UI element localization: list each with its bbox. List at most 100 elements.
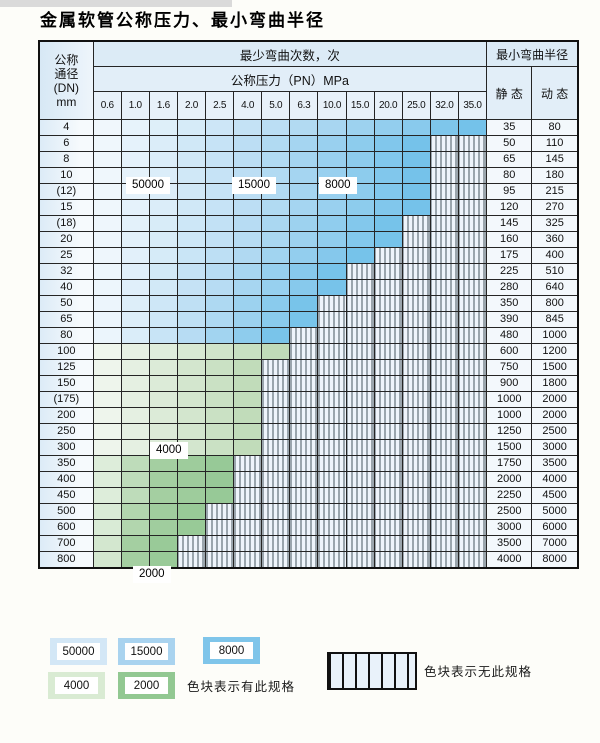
no-spec-cell [205,519,235,536]
no-spec-cell [429,295,459,312]
cycle-cell [289,263,319,280]
cycle-cell [261,119,291,136]
dynamic-radius-cell: 325 [531,215,579,232]
no-spec-cell [401,407,431,424]
pn-value-header: 20.0 [373,91,403,120]
no-spec-cell [429,391,459,408]
no-spec-cell [429,551,459,569]
cycle-cell [317,151,347,168]
cycle-cell [205,151,235,168]
dn-cell: 25 [38,247,94,264]
no-spec-cell [457,359,488,376]
page-title: 金属软管公称压力、最小弯曲半径 [40,11,325,31]
cycle-cell [120,279,150,296]
dynamic-radius-cell: 1000 [531,327,579,344]
cycle-cell [205,439,235,456]
cycle-cell [148,359,178,376]
cycle-cell [289,151,319,168]
legend-swatch-label: 4000 [55,677,98,694]
static-radius-cell: 2250 [486,487,533,504]
cycle-cell [92,487,122,504]
dynamic-radius-cell: 80 [531,119,579,136]
cycle-cell [205,199,235,216]
no-spec-cell [429,487,459,504]
cycle-cell [148,119,178,136]
cycle-cell [261,327,291,344]
pn-value-header: 32.0 [429,91,459,120]
no-spec-cell [345,359,375,376]
dn-cell: 400 [38,471,94,488]
no-spec-cell [317,471,347,488]
no-spec-cell [457,487,488,504]
no-spec-cell [373,535,403,552]
no-spec-cell [401,471,431,488]
cycle-cell [176,295,207,312]
table-row: 25 175 400 [38,247,579,264]
cycle-cell [120,487,150,504]
cycle-cell [205,279,235,296]
no-spec-cell [429,535,459,552]
no-spec-cell [429,167,459,184]
cycle-cell [92,407,122,424]
pn-value-header: 15.0 [345,91,375,120]
no-spec-cell [373,519,403,536]
cycle-cell [92,359,122,376]
cycle-cell [92,439,122,456]
pn-value-header: 2.0 [176,91,207,120]
legend-swatch-label: 50000 [57,643,100,660]
cycle-cell [148,199,178,216]
cycle-cell [120,343,150,360]
static-radius-cell: 350 [486,295,533,312]
dn-cell: 65 [38,311,94,328]
table-row: 350 1750 3500 [38,455,579,472]
cycle-cell [92,455,122,472]
static-radius-cell: 1000 [486,391,533,408]
dn-header-line: mm [56,94,77,109]
no-spec-cell [289,551,319,569]
cycle-cell [205,247,235,264]
dn-cell: 600 [38,519,94,536]
no-spec-cell [317,327,347,344]
cycle-cell [233,343,263,360]
dynamic-radius-cell: 3000 [531,439,579,456]
cycle-cell [317,263,347,280]
no-spec-cell [457,423,488,440]
cycle-cell [120,407,150,424]
cycle-cell [289,167,319,184]
cycle-cell [261,279,291,296]
no-spec-cell [289,535,319,552]
dn-cell: (175) [38,391,94,408]
dynamic-radius-cell: 1800 [531,375,579,392]
legend-swatch-label: 8000 [210,642,253,659]
table-row: 800 4000 8000 [38,551,579,569]
cycle-cell [92,231,122,248]
cycle-zone-label: 2000 [133,566,171,583]
cycle-cell [345,119,375,136]
no-spec-cell [317,439,347,456]
cycle-cell [233,327,263,344]
no-spec-cell [289,519,319,536]
static-radius-cell: 145 [486,215,533,232]
no-spec-cell [233,535,263,552]
no-spec-cell [345,519,375,536]
cycle-cell [148,551,178,569]
cycle-cell [92,199,122,216]
no-spec-cell [401,423,431,440]
no-spec-cell [401,551,431,569]
no-spec-cell [261,439,291,456]
no-spec-cell [345,535,375,552]
table-row: 600 3000 6000 [38,519,579,536]
cycle-cell [289,295,319,312]
no-spec-cell [345,487,375,504]
cycle-cell [261,199,291,216]
cycle-cell [176,343,207,360]
no-spec-cell [401,375,431,392]
legend-swatch: 15000 [118,638,175,665]
cycle-cell [233,311,263,328]
no-spec-cell [457,343,488,360]
no-spec-cell [429,215,459,232]
pn-value-header: 2.5 [205,91,235,120]
cycle-cell [120,311,150,328]
legend-swatch: 50000 [50,638,107,665]
pn-group-header: 公称压力（PN）MPa [92,66,488,92]
